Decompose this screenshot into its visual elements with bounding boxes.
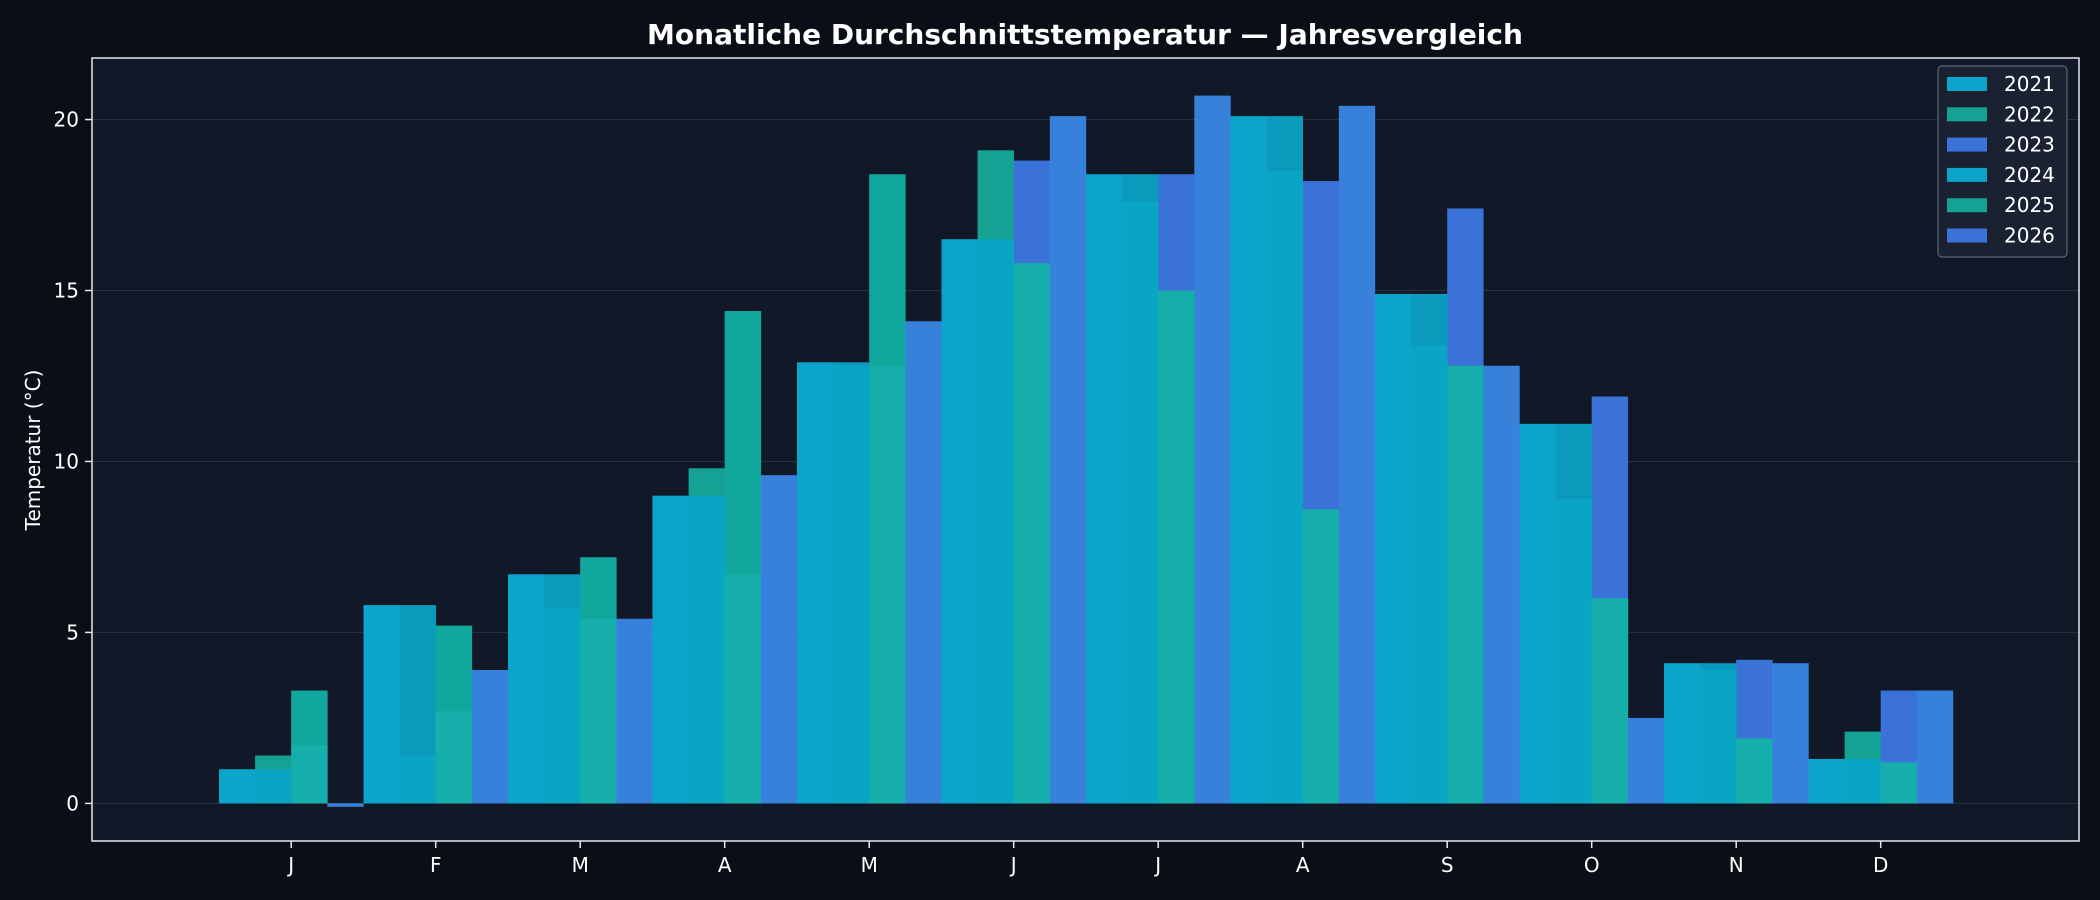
bar-2024-A <box>1266 116 1303 804</box>
bar-2021-J <box>219 769 256 804</box>
bar-2021-J <box>941 239 978 804</box>
bar-2024-D <box>1844 758 1881 804</box>
bar-2024-A <box>688 495 725 804</box>
bar-2025-D <box>1880 762 1918 804</box>
bar-2021-O <box>1519 423 1556 804</box>
bar-2021-F <box>363 605 400 804</box>
x-tick-label: J <box>1153 853 1161 877</box>
legend-label: 2022 <box>2004 102 2055 126</box>
bar-2026-O <box>1627 717 1665 804</box>
x-tick-label: M <box>572 853 589 877</box>
bar-2021-N <box>1664 663 1701 804</box>
legend-swatch <box>1947 107 1987 122</box>
bar-2025-M <box>580 557 617 804</box>
legend-label: 2024 <box>2004 163 2055 187</box>
bar-2024-M <box>833 362 870 804</box>
x-tick-label: M <box>861 853 878 877</box>
legend-swatch <box>1947 198 1987 213</box>
bar-2024-J <box>1122 174 1159 804</box>
bar-2025-F <box>435 625 473 804</box>
bar-2024-M <box>544 574 581 804</box>
bar-2024-J <box>977 239 1014 804</box>
legend: 2021 2022 2023 2024 2025 2026 <box>1937 65 2068 258</box>
y-axis-ticks: 0 5 10 15 20 <box>54 108 92 815</box>
legend-swatch <box>1947 77 1987 91</box>
y-tick-label: 15 <box>54 279 79 303</box>
legend-swatch <box>1947 167 1987 182</box>
bar-2025-M <box>869 174 906 804</box>
bar-2021-A <box>652 495 689 804</box>
x-tick-label: F <box>430 853 442 877</box>
y-tick-label: 20 <box>54 108 79 132</box>
bar-2026-A <box>760 475 798 804</box>
bar-2026-S <box>1483 365 1520 804</box>
bar-2026-A <box>1338 105 1376 804</box>
bar-2024-J <box>255 769 292 804</box>
legend-label: 2023 <box>2004 133 2055 157</box>
bar-2025-A <box>724 311 762 804</box>
y-axis-label: Temperatur (°C) <box>21 370 45 532</box>
y-tick-label: 0 <box>66 791 79 815</box>
bar-2024-O <box>1555 423 1592 804</box>
bar-2021-M <box>797 362 834 804</box>
bar-2021-D <box>1808 758 1845 804</box>
bar-2025-J <box>291 690 328 804</box>
bar-2024-S <box>1411 293 1448 804</box>
legend-swatch <box>1947 137 1987 152</box>
x-tick-label: O <box>1584 853 1600 877</box>
x-tick-label: N <box>1729 853 1744 877</box>
x-tick-label: J <box>286 853 294 877</box>
x-tick-label: S <box>1441 853 1454 877</box>
bar-2021-J <box>1086 174 1123 804</box>
bar-2025-S <box>1447 365 1484 804</box>
bar-2024-F <box>399 605 436 804</box>
y-tick-label: 5 <box>66 620 79 644</box>
bar-2026-J <box>327 803 364 807</box>
bar-2025-J <box>1158 290 1195 804</box>
bar-2026-D <box>1916 690 1954 804</box>
y-tick-label: 10 <box>54 449 79 473</box>
bar-2026-M <box>616 618 653 804</box>
bar-2025-O <box>1591 598 1629 804</box>
bar-2026-J <box>1194 95 1231 804</box>
bar-2026-M <box>905 321 942 804</box>
bar-2021-M <box>508 574 545 804</box>
x-tick-label: A <box>718 853 732 877</box>
bar-2024-N <box>1700 663 1737 804</box>
bar-2025-N <box>1736 738 1773 804</box>
bar-2026-N <box>1772 663 1809 804</box>
legend-label: 2025 <box>2004 193 2055 217</box>
bar-2021-A <box>1230 116 1267 804</box>
legend-swatch <box>1947 228 1987 243</box>
bar-2026-F <box>471 670 509 804</box>
plot-frame <box>91 57 2080 842</box>
x-tick-label: J <box>1009 853 1017 877</box>
bar-2025-J <box>1013 263 1051 804</box>
legend-label: 2026 <box>2004 224 2055 248</box>
legend-label: 2021 <box>2004 72 2055 96</box>
x-tick-label: D <box>1873 853 1888 877</box>
bars <box>219 95 1954 807</box>
x-tick-label: A <box>1296 853 1310 877</box>
bar-2021-S <box>1375 293 1412 804</box>
bar-2025-A <box>1302 509 1340 804</box>
chart-title: Monatliche Durchschnittstemperatur — Jah… <box>647 18 1523 51</box>
bar-2026-J <box>1049 116 1087 804</box>
